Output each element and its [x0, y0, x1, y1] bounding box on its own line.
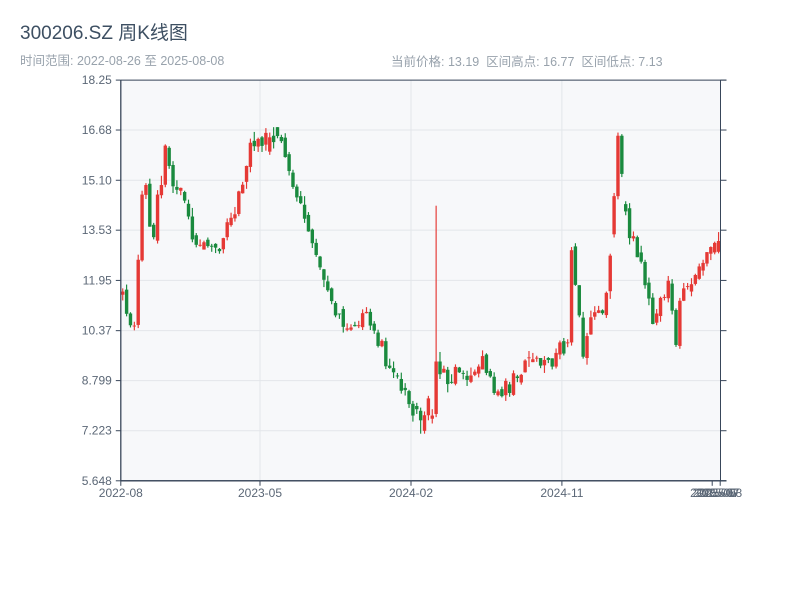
svg-text:13.53: 13.53 — [82, 223, 112, 237]
svg-text:2024-11: 2024-11 — [540, 486, 583, 500]
svg-text:15.10: 15.10 — [82, 173, 112, 187]
svg-text:16.68: 16.68 — [82, 123, 112, 137]
svg-text:2024-02: 2024-02 — [389, 486, 433, 500]
svg-text:8.799: 8.799 — [82, 374, 112, 388]
svg-text:18.25: 18.25 — [82, 73, 112, 87]
svg-text:2022-08: 2022-08 — [99, 486, 143, 500]
svg-text:2023-05: 2023-05 — [238, 486, 282, 500]
svg-text:7.223: 7.223 — [82, 424, 112, 438]
svg-text:2025-05: 2025-05 — [690, 486, 734, 500]
svg-text:11.95: 11.95 — [83, 273, 112, 287]
svg-text:10.37: 10.37 — [82, 324, 112, 338]
